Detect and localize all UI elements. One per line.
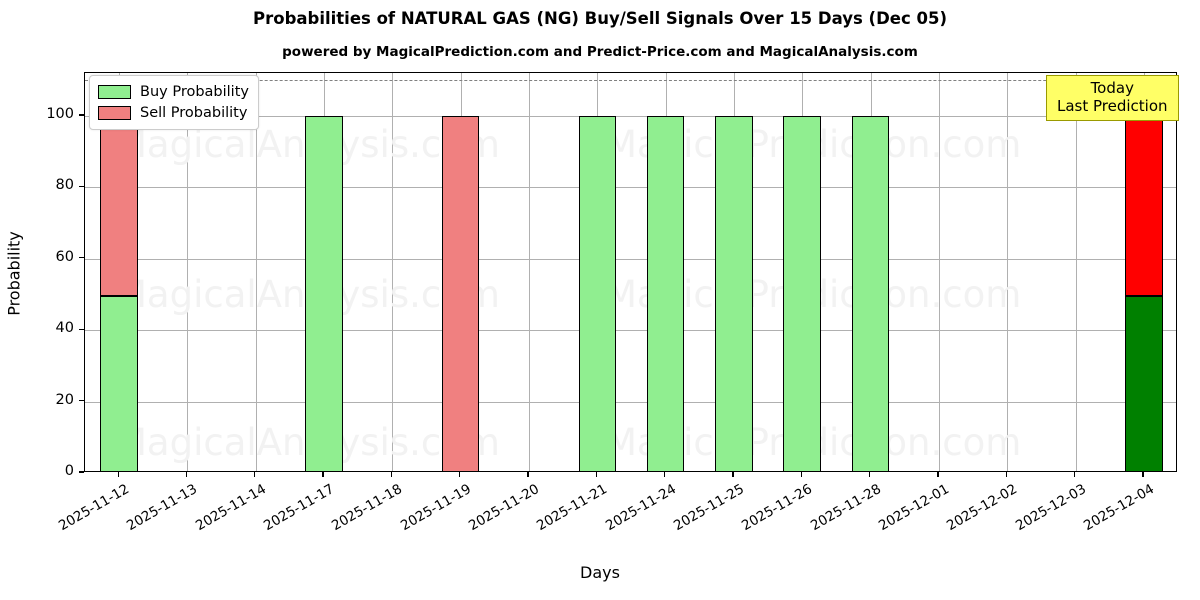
threshold-line bbox=[85, 80, 1176, 82]
bar-buy-2025-11-24 bbox=[646, 115, 685, 471]
x-tick-mark bbox=[459, 472, 461, 477]
x-tick-mark bbox=[1005, 472, 1007, 477]
bar-buy-2025-11-26 bbox=[783, 115, 822, 471]
bar-sell-2025-11-19 bbox=[441, 115, 480, 471]
grid-line-vertical bbox=[392, 73, 394, 471]
y-tick-label: 100 bbox=[46, 105, 74, 122]
legend-label-buy: Buy Probability bbox=[140, 83, 249, 100]
legend-swatch-buy bbox=[98, 84, 131, 99]
grid-line-vertical bbox=[1007, 73, 1009, 471]
grid-line-vertical bbox=[1075, 73, 1077, 471]
grid-line-horizontal bbox=[85, 401, 1176, 403]
x-tick-mark bbox=[595, 472, 598, 477]
x-tick-mark bbox=[527, 472, 529, 477]
grid-line-vertical bbox=[187, 73, 189, 471]
plot-area: MagicalAnalysis.comMagicalPrediction.com… bbox=[84, 72, 1177, 472]
x-tick-mark bbox=[322, 472, 324, 477]
x-tick-mark bbox=[390, 472, 393, 477]
x-axis-label: Days bbox=[580, 563, 620, 582]
bar-buy-2025-11-25 bbox=[715, 115, 753, 471]
x-tick-mark bbox=[117, 472, 119, 477]
bar-buy-2025-11-21 bbox=[578, 115, 617, 471]
y-axis-label: Probability bbox=[4, 231, 24, 316]
y-tick-label: 40 bbox=[55, 320, 74, 337]
grid-line-horizontal bbox=[85, 258, 1176, 260]
y-tick-mark bbox=[79, 114, 84, 116]
today-line-1: Today bbox=[1090, 79, 1134, 97]
y-tick-mark bbox=[79, 328, 84, 330]
legend-item-buy: Buy Probability bbox=[98, 81, 249, 102]
x-tick-mark bbox=[800, 472, 802, 477]
y-tick-mark bbox=[79, 399, 84, 402]
x-tick-mark bbox=[185, 472, 188, 477]
chart-title: Probabilities of NATURAL GAS (NG) Buy/Se… bbox=[253, 9, 947, 28]
y-tick-label: 80 bbox=[55, 177, 74, 194]
legend-swatch-sell bbox=[98, 105, 131, 120]
bar-buy-2025-11-28 bbox=[851, 115, 890, 471]
bar-buy-2025-11-17 bbox=[305, 115, 343, 471]
plot-inner: MagicalAnalysis.comMagicalPrediction.com… bbox=[85, 73, 1176, 471]
x-tick-mark bbox=[1073, 472, 1076, 477]
grid-line-horizontal bbox=[85, 330, 1176, 332]
bar-buy-2025-11-12 bbox=[100, 296, 138, 471]
y-tick-mark bbox=[79, 257, 84, 259]
y-tick-label: 0 bbox=[64, 463, 74, 479]
y-tick-mark bbox=[79, 471, 84, 473]
bar-sell-2025-12-04 bbox=[1125, 115, 1163, 297]
grid-line-vertical bbox=[938, 73, 940, 471]
grid-line-vertical bbox=[255, 73, 257, 471]
bar-buy-2025-12-04 bbox=[1125, 296, 1163, 471]
y-tick-label: 60 bbox=[55, 248, 74, 265]
today-line-2: Last Prediction bbox=[1057, 96, 1168, 115]
y-tick-mark bbox=[79, 185, 84, 187]
chart-subtitle: powered by MagicalPrediction.com and Pre… bbox=[282, 44, 918, 60]
legend-label-sell: Sell Probability bbox=[140, 104, 248, 121]
grid-line-horizontal bbox=[85, 187, 1176, 189]
grid-line-horizontal bbox=[85, 115, 1176, 117]
bar-sell-2025-11-12 bbox=[100, 115, 138, 297]
grid-line-vertical bbox=[529, 73, 531, 471]
x-tick-mark bbox=[868, 472, 871, 477]
x-tick-mark bbox=[664, 472, 666, 477]
chart-legend: Buy Probability Sell Probability bbox=[89, 75, 259, 130]
x-tick-mark bbox=[1142, 472, 1144, 477]
x-tick-mark bbox=[254, 472, 256, 477]
legend-item-sell: Sell Probability bbox=[98, 102, 249, 123]
y-tick-label: 20 bbox=[55, 391, 74, 408]
x-tick-mark bbox=[937, 472, 939, 477]
today-annotation: Today Last Prediction bbox=[1046, 75, 1179, 122]
x-tick-mark bbox=[732, 472, 734, 477]
